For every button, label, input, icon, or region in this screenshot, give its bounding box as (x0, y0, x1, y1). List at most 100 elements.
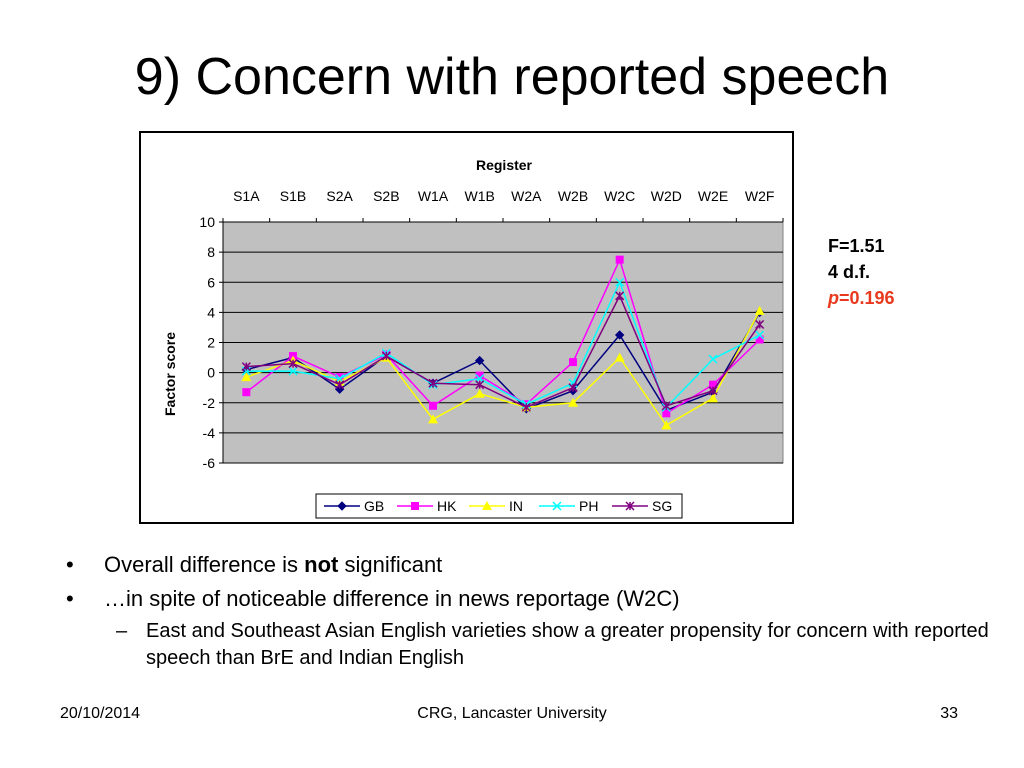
y-tick-label: 6 (207, 274, 215, 290)
y-tick-label: -4 (203, 425, 216, 441)
data-point-marker (755, 319, 765, 329)
data-point-marker (474, 355, 485, 366)
series-line (246, 280, 761, 409)
data-point-marker (708, 393, 718, 403)
data-point-marker (568, 383, 578, 393)
data-point-marker (708, 354, 718, 364)
x-tick-label: S1A (233, 188, 260, 204)
data-point-marker (429, 401, 437, 410)
x-tick-label: S2B (373, 188, 399, 204)
y-tick-label: 8 (207, 244, 215, 260)
x-tick-label: W2D (651, 188, 682, 204)
x-tick-label: W1A (418, 188, 449, 204)
y-tick-label: 4 (207, 304, 215, 320)
x-tick-label: W2C (604, 188, 635, 204)
data-point-marker (568, 397, 578, 407)
marker-stroke (755, 330, 765, 340)
series-line (246, 294, 761, 409)
data-point-marker (615, 255, 624, 264)
x-tick-label: S2A (326, 188, 353, 204)
series-line (246, 312, 761, 412)
y-axis-label: Factor score (162, 332, 178, 416)
data-point-marker (661, 401, 671, 411)
legend-item-sg: SG (612, 498, 672, 514)
data-point-marker (754, 305, 765, 315)
data-point-marker (335, 380, 345, 390)
data-point-marker (482, 501, 492, 510)
data-point-marker (474, 388, 485, 398)
sub-bullet-item: – East and Southeast Asian English variet… (60, 618, 990, 672)
data-point-marker (381, 351, 391, 361)
y-tick-label: 0 (207, 365, 215, 381)
bullet-emphasis: not (304, 552, 339, 577)
x-tick-label: W2A (511, 188, 542, 204)
data-point-marker (241, 362, 251, 372)
p-value-number: =0.196 (839, 288, 895, 308)
x-tick-label: W2B (558, 188, 588, 204)
data-point-marker (614, 330, 625, 340)
legend-label: HK (437, 498, 457, 514)
y-tick-label: 2 (207, 335, 215, 351)
data-point-marker (615, 277, 625, 287)
series-lines (241, 255, 765, 430)
data-point-marker (661, 420, 672, 430)
anova-stats: F=1.51 4 d.f. p=0.196 (828, 233, 895, 311)
bullet-marker: • (66, 586, 74, 611)
x-tick-label: S1B (280, 188, 306, 204)
footer-page-number: 33 (940, 705, 958, 722)
series-line (245, 257, 761, 415)
p-symbol: p (828, 288, 839, 308)
x-tick-label: W2E (698, 188, 728, 204)
data-point-marker (755, 335, 764, 344)
chart-title: Register (476, 157, 533, 173)
p-value: p=0.196 (828, 285, 895, 311)
marker-stroke (708, 354, 718, 364)
slide-title: 9) Concern with reported speech (134, 48, 890, 106)
data-point-marker (288, 359, 298, 369)
legend-item-gb: GB (324, 498, 384, 514)
degrees-of-freedom: 4 d.f. (828, 262, 871, 282)
data-point-marker (242, 388, 251, 397)
data-point-marker (288, 366, 298, 376)
legend-item-ph: PH (539, 498, 598, 514)
data-point-marker (337, 501, 347, 511)
bullet-item: • …in spite of noticeable difference in n… (60, 582, 990, 616)
sub-bullet-text: East and Southeast Asian English varieti… (146, 620, 989, 669)
legend-item-hk: HK (397, 498, 457, 514)
data-point-marker (521, 402, 531, 412)
legend-label: PH (579, 498, 598, 514)
bullet-list: • Overall difference is not significant •… (60, 548, 990, 672)
marker-stroke (615, 277, 625, 287)
legend-label: SG (652, 498, 672, 514)
x-tick-label: W1B (464, 188, 494, 204)
data-point-marker (625, 501, 635, 511)
series-sg (241, 291, 765, 412)
footer-organization: CRG, Lancaster University (417, 705, 607, 722)
data-point-marker (475, 380, 485, 390)
bullet-marker: • (66, 552, 74, 577)
bullet-text: …in spite of noticeable difference in ne… (104, 586, 680, 611)
data-point-marker (614, 352, 625, 362)
data-point-marker (615, 291, 625, 301)
data-point-marker (241, 372, 252, 382)
x-tick-label: W2F (745, 188, 775, 204)
data-point-marker (552, 501, 562, 511)
data-point-marker (428, 378, 438, 388)
data-point-marker (708, 386, 718, 396)
data-point-marker (428, 414, 438, 424)
y-tick-label: -6 (203, 455, 216, 471)
sub-bullet-marker: – (116, 620, 128, 642)
bullet-text-end: significant (338, 552, 443, 577)
bullet-item: • Overall difference is not significant (60, 548, 990, 582)
data-point-marker (709, 380, 717, 389)
bullet-text-start: Overall difference is (104, 552, 305, 577)
chart-container: Register Factor score 10 8 6 4 2 0 -2 -4 -6 S1A S… (139, 131, 794, 524)
data-point-marker (475, 371, 484, 380)
legend-label: IN (509, 498, 523, 514)
legend-item-in: IN (469, 498, 523, 514)
data-point-marker (755, 330, 765, 340)
y-tick-label: 10 (199, 214, 215, 230)
data-point-marker (569, 358, 577, 367)
x-axis: S1A S1B S2A S2B W1A W1B W2A W2B W2C W2D W2E W2F (222, 188, 784, 223)
